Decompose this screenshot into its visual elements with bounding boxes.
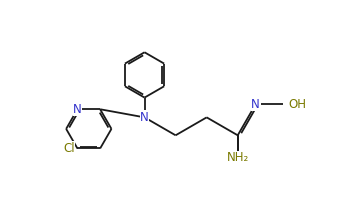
Text: N: N (73, 103, 82, 116)
Text: N: N (251, 98, 260, 111)
Text: N: N (140, 111, 149, 124)
Text: NH₂: NH₂ (227, 151, 249, 164)
Text: OH: OH (288, 98, 306, 111)
Text: Cl: Cl (63, 142, 74, 155)
